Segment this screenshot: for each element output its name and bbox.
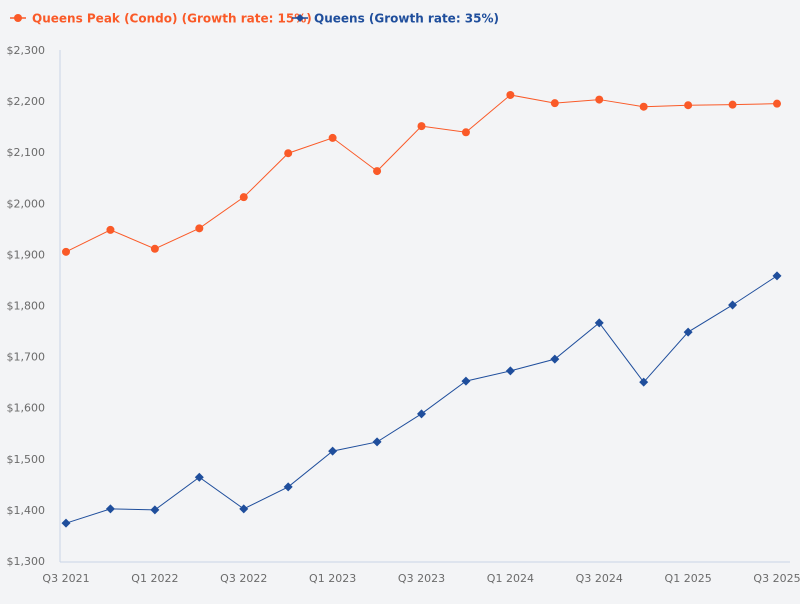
x-tick-label: Q3 2021 (42, 572, 89, 585)
x-tick-label: Q3 2022 (220, 572, 267, 585)
y-tick-label: $1,400 (7, 504, 46, 517)
data-point (373, 437, 382, 446)
data-point (506, 366, 515, 375)
legend-circle-icon (14, 14, 22, 22)
data-point (329, 134, 337, 142)
data-point (461, 377, 470, 386)
y-tick-label: $2,300 (7, 44, 46, 57)
y-tick-label: $1,700 (7, 351, 46, 364)
data-point (729, 101, 737, 109)
plot-area (62, 91, 782, 528)
data-point (62, 248, 70, 256)
series-line-1 (66, 276, 777, 523)
data-point (106, 504, 115, 513)
data-point (684, 101, 692, 109)
data-point (462, 128, 470, 136)
y-tick-label: $2,100 (7, 146, 46, 159)
x-tick-label: Q1 2022 (131, 572, 178, 585)
y-tick-label: $1,300 (7, 555, 46, 568)
data-point (373, 167, 381, 175)
legend-label: Queens Peak (Condo) (Growth rate: 15%) (32, 12, 312, 26)
data-point (640, 103, 648, 111)
x-tick-label: Q3 2024 (576, 572, 623, 585)
y-tick-label: $1,800 (7, 300, 46, 313)
legend: Queens Peak (Condo) (Growth rate: 15%)Qu… (10, 12, 499, 26)
data-point (151, 245, 159, 253)
data-point (240, 193, 248, 201)
legend-label: Queens (Growth rate: 35%) (314, 12, 499, 26)
x-tick-label: Q3 2023 (398, 572, 445, 585)
data-point (239, 504, 248, 513)
data-point (195, 473, 204, 482)
series-line-0 (66, 95, 777, 252)
y-tick-label: $1,900 (7, 248, 46, 261)
data-point (773, 100, 781, 108)
data-point (551, 99, 559, 107)
y-tick-label: $2,200 (7, 95, 46, 108)
legend-item-0: Queens Peak (Condo) (Growth rate: 15%) (10, 12, 312, 26)
y-tick-label: $1,500 (7, 453, 46, 466)
data-point (417, 409, 426, 418)
data-point (150, 505, 159, 514)
legend-item-1: Queens (Growth rate: 35%) (292, 12, 499, 26)
x-tick-label: Q1 2024 (487, 572, 534, 585)
axes: $1,300 $1,400 $1,500 $1,600 $1,700 $1,800 $1,9… (7, 44, 800, 585)
data-point (506, 91, 514, 99)
data-point (195, 224, 203, 232)
data-point (418, 122, 426, 130)
data-point (106, 226, 114, 234)
data-point (728, 300, 737, 309)
data-point (595, 96, 603, 104)
x-tick-label: Q3 2025 (753, 572, 800, 585)
data-point (773, 271, 782, 280)
x-tick-label: Q1 2023 (309, 572, 356, 585)
y-tick-label: $1,600 (7, 402, 46, 415)
data-point (284, 149, 292, 157)
y-tick-label: $2,000 (7, 197, 46, 210)
x-tick-label: Q1 2025 (665, 572, 712, 585)
data-point (62, 519, 71, 528)
